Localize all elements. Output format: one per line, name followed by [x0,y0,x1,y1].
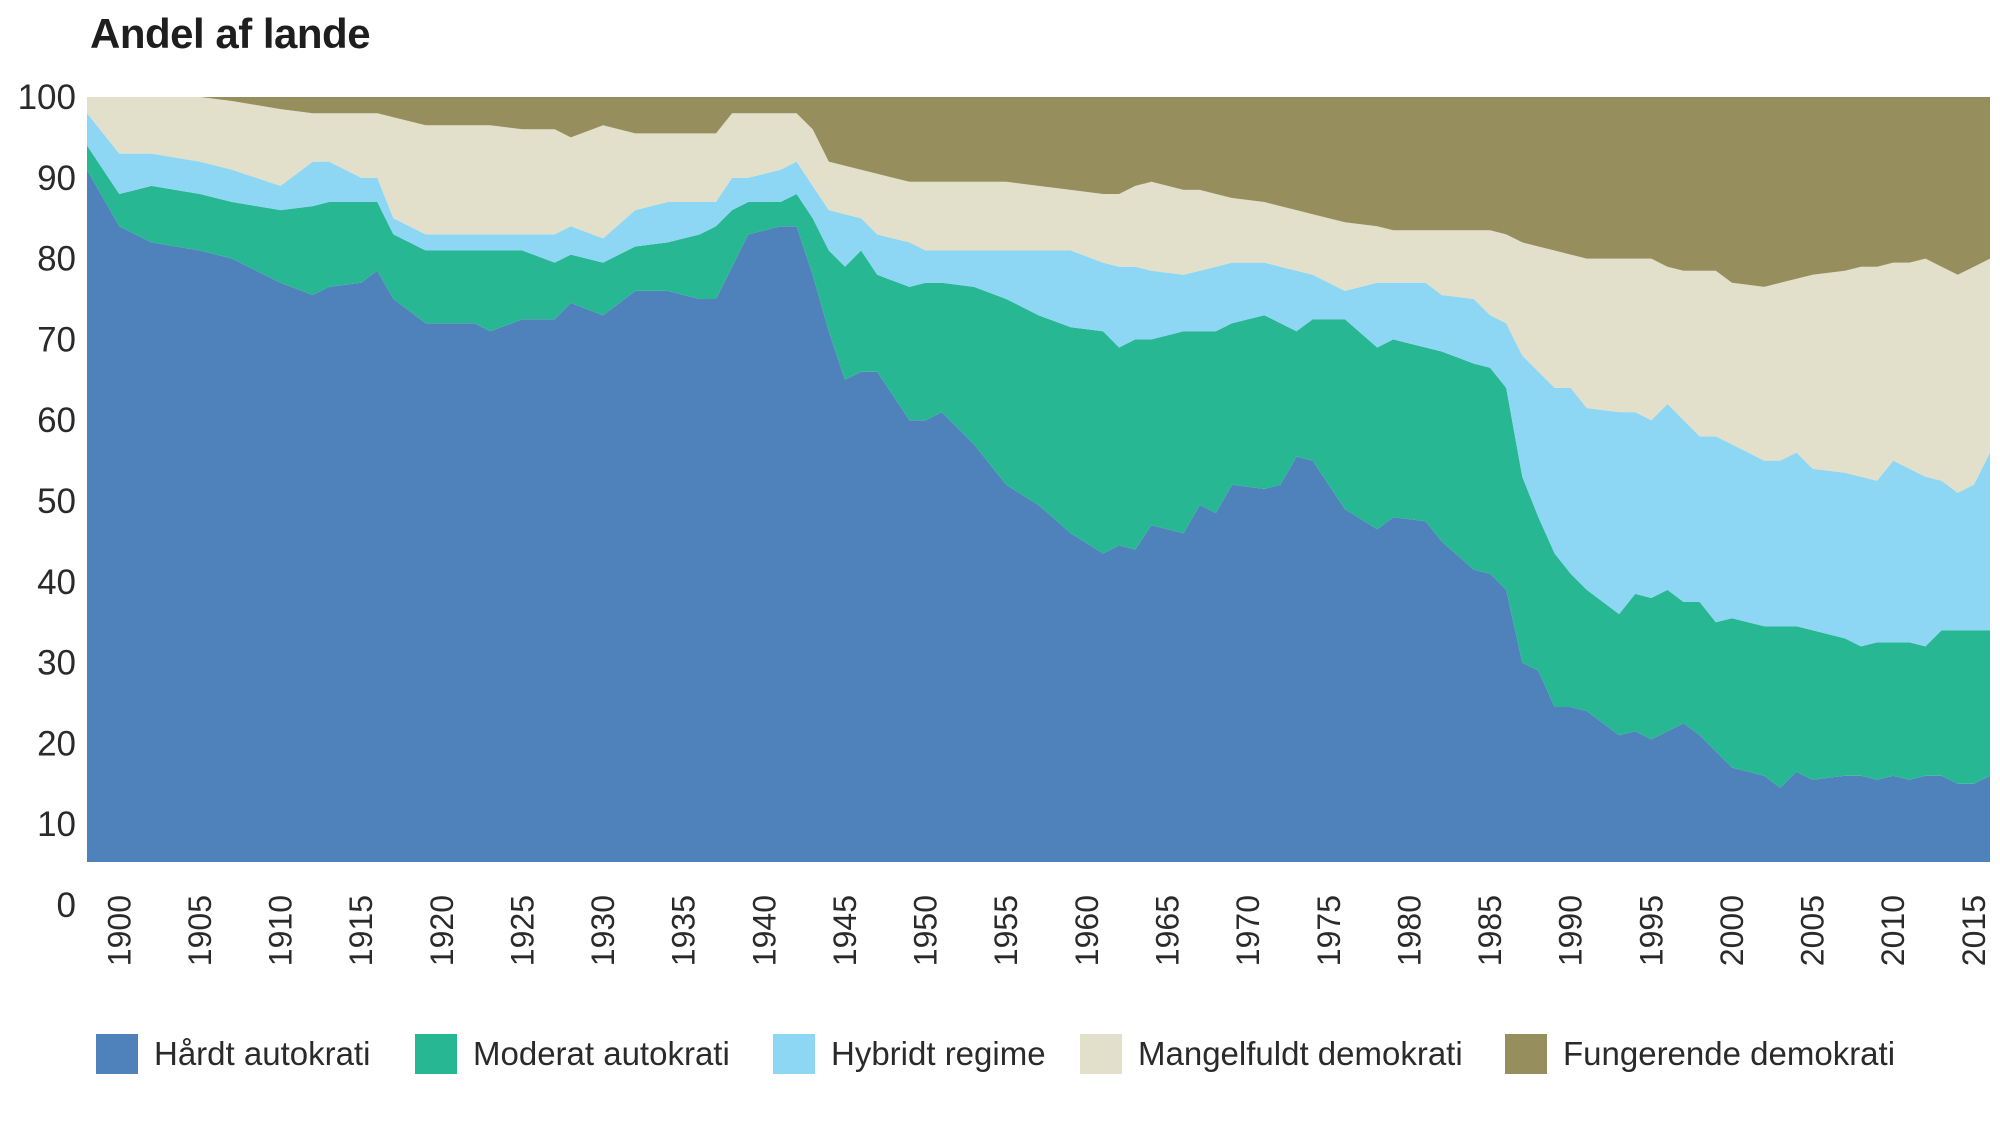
y-tick-label: 70 [37,320,76,359]
x-tick-label: 2005 [1795,895,1831,966]
x-tick-label: 1955 [988,895,1024,966]
legend-swatch [96,1034,138,1074]
legend-label: Hårdt autokrati [154,1035,371,1072]
x-tick-label: 1945 [827,895,863,966]
legend-item: Hårdt autokrati [96,1032,370,1076]
legend-label: Hybridt regime [831,1035,1046,1072]
legend-swatch [773,1034,815,1074]
legend-swatch [1080,1034,1122,1074]
x-axis-tick-labels: 1900 1905 1910 1915 1920 1925 1930 1935 1940 1945… [101,895,1992,966]
x-tick-label: 1925 [504,895,540,966]
area-h-rdt-autokrati [87,169,1990,862]
y-tick-label: 0 [57,886,76,925]
x-tick-label: 1950 [908,895,944,966]
legend-item: Mangelfuldt demokrati [1080,1032,1463,1076]
x-tick-label: 1930 [585,895,621,966]
x-tick-label: 1905 [182,895,218,966]
x-tick-label: 1975 [1311,895,1347,966]
y-tick-label: 60 [37,401,76,440]
x-tick-label: 1985 [1472,895,1508,966]
legend-label: Fungerende demokrati [1563,1035,1896,1072]
x-tick-label: 1980 [1391,895,1427,966]
x-tick-label: 1910 [263,895,299,966]
x-tick-label: 1965 [1150,895,1186,966]
x-tick-label: 2010 [1875,895,1911,966]
legend-item: Hybridt regime [773,1032,1046,1076]
x-tick-label: 2015 [1956,895,1992,966]
legend-item: Moderat autokrati [415,1032,730,1076]
y-tick-label: 10 [37,805,76,844]
legend-label: Mangelfuldt demokrati [1138,1035,1463,1072]
x-tick-label: 1990 [1553,895,1589,966]
legend-label: Moderat autokrati [473,1035,730,1072]
x-tick-label: 1995 [1633,895,1669,966]
y-axis-tick-labels: 0 10 20 30 40 50 60 70 80 90 100 [18,78,76,925]
chart-title: Andel af lande [90,10,371,57]
area-hybridt-regime [87,113,1990,647]
legend: Hårdt autokrati Moderat autokrati Hybridt … [0,1032,2000,1082]
x-tick-label: 1935 [666,895,702,966]
y-tick-label: 80 [37,240,76,279]
area-layers [87,97,1990,862]
y-tick-label: 100 [18,78,76,117]
y-tick-label: 20 [37,724,76,763]
y-tick-label: 40 [37,563,76,602]
legend-swatch [415,1034,457,1074]
y-tick-label: 50 [37,482,76,521]
x-tick-label: 1900 [101,895,137,966]
legend-swatch [1505,1034,1547,1074]
x-tick-label: 1920 [424,895,460,966]
y-tick-label: 30 [37,644,76,683]
area-fungerende-demokrati [87,97,1990,287]
area-moderat-autokrati [87,145,1990,788]
x-tick-label: 1915 [343,895,379,966]
legend-item: Fungerende demokrati [1505,1032,1895,1076]
area-mangelfuldt-demokrati [87,97,1990,493]
x-tick-label: 2000 [1714,895,1750,966]
x-tick-label: 1970 [1230,895,1266,966]
y-tick-label: 90 [37,159,76,198]
x-tick-label: 1960 [1069,895,1105,966]
x-tick-label: 1940 [746,895,782,966]
